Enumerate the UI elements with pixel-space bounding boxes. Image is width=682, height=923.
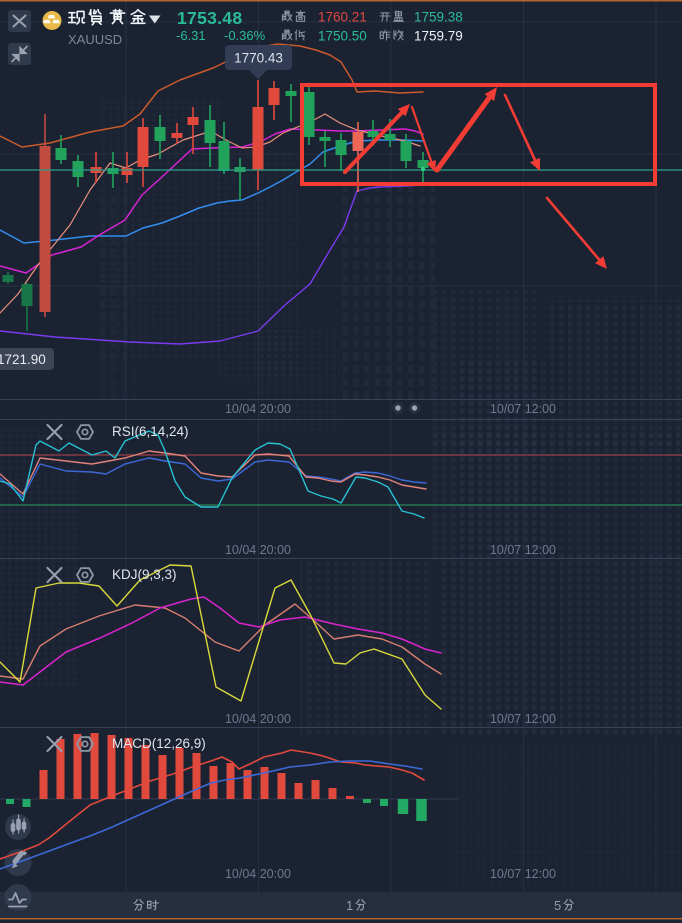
svg-text:10/04 20:00: 10/04 20:00 <box>225 712 291 726</box>
svg-text:10/04 20:00: 10/04 20:00 <box>225 543 291 557</box>
svg-text:-0.36%: -0.36% <box>224 28 266 43</box>
svg-text:1753.48: 1753.48 <box>177 8 242 28</box>
svg-text:1: 1 <box>346 898 353 913</box>
svg-text:1759.79: 1759.79 <box>414 29 463 44</box>
svg-text:10/04 20:00: 10/04 20:00 <box>225 402 291 416</box>
svg-text:-6.31: -6.31 <box>176 28 206 43</box>
svg-text:10/07 12:00: 10/07 12:00 <box>490 543 556 557</box>
svg-text:10/04 20:00: 10/04 20:00 <box>225 867 291 881</box>
svg-text:1750.50: 1750.50 <box>318 29 367 44</box>
svg-text:1760.21: 1760.21 <box>318 10 367 25</box>
svg-text:XAUUSD: XAUUSD <box>68 32 122 47</box>
svg-text:MACD(12,26,9): MACD(12,26,9) <box>112 736 206 751</box>
svg-text:1759.38: 1759.38 <box>414 10 463 25</box>
svg-text:10/07 12:00: 10/07 12:00 <box>490 867 556 881</box>
svg-text:KDJ(9,3,3): KDJ(9,3,3) <box>112 567 177 582</box>
svg-text:10/07 12:00: 10/07 12:00 <box>490 402 556 416</box>
svg-text:10/07 12:00: 10/07 12:00 <box>490 712 556 726</box>
svg-text:1721.90: 1721.90 <box>0 352 46 367</box>
svg-text:5: 5 <box>554 898 561 913</box>
svg-text:1770.43: 1770.43 <box>234 51 283 66</box>
svg-text:RSI(6,14,24): RSI(6,14,24) <box>112 424 189 439</box>
